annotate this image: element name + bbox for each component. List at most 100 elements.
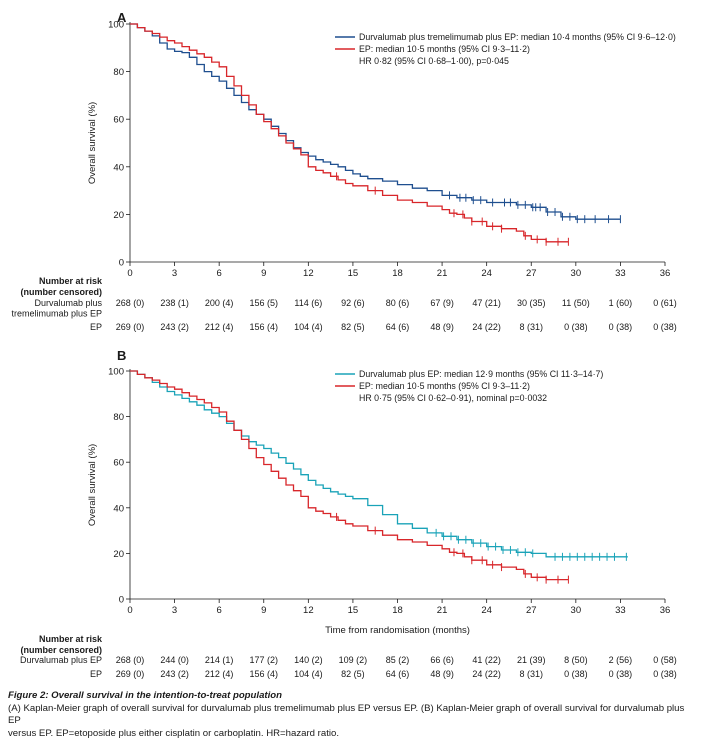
risk-value: 268 (0) xyxy=(116,655,145,665)
risk-value: 48 (9) xyxy=(430,669,454,679)
risk-value: 0 (38) xyxy=(564,669,588,679)
x-tick-label: 24 xyxy=(481,268,492,279)
risk-value: 21 (39) xyxy=(517,655,546,665)
legend-entry: Durvalumab plus tremelimumab plus EP: me… xyxy=(359,32,676,42)
x-tick-label: 30 xyxy=(571,268,582,279)
risk-value: 2 (56) xyxy=(609,655,633,665)
risk-value: 214 (1) xyxy=(205,655,234,665)
x-tick-label: 3 xyxy=(172,605,177,616)
risk-table-header: (number censored) xyxy=(20,287,102,297)
risk-value: 64 (6) xyxy=(386,669,410,679)
risk-value: 244 (0) xyxy=(160,655,189,665)
x-tick-label: 27 xyxy=(526,605,537,616)
risk-value: 269 (0) xyxy=(116,669,145,679)
y-tick-label: 60 xyxy=(113,458,124,469)
risk-value: 0 (38) xyxy=(564,322,588,332)
risk-value: 82 (5) xyxy=(341,322,365,332)
risk-value: 0 (58) xyxy=(653,655,677,665)
risk-row-label: EP xyxy=(90,322,102,332)
x-tick-label: 12 xyxy=(303,268,314,279)
risk-value: 0 (38) xyxy=(609,669,633,679)
risk-value: 8 (31) xyxy=(519,669,543,679)
x-tick-label: 18 xyxy=(392,605,403,616)
x-tick-label: 12 xyxy=(303,605,314,616)
risk-value: 64 (6) xyxy=(386,322,410,332)
risk-row-label: Durvalumab plus xyxy=(34,298,102,308)
risk-value: 1 (60) xyxy=(609,298,633,308)
x-tick-label: 0 xyxy=(127,605,132,616)
risk-value: 104 (4) xyxy=(294,669,323,679)
risk-value: 30 (35) xyxy=(517,298,546,308)
risk-value: 140 (2) xyxy=(294,655,323,665)
risk-value: 243 (2) xyxy=(160,322,189,332)
x-tick-label: 15 xyxy=(348,605,359,616)
x-tick-label: 15 xyxy=(348,268,359,279)
x-tick-label: 33 xyxy=(615,605,626,616)
legend-entry: Durvalumab plus EP: median 12·9 months (… xyxy=(359,369,603,379)
y-axis-label: Overall survival (%) xyxy=(87,102,98,184)
risk-table-header: Number at risk xyxy=(39,276,103,286)
y-tick-label: 100 xyxy=(108,367,124,378)
risk-table-header: Number at risk xyxy=(39,634,103,644)
y-tick-label: 80 xyxy=(113,67,124,78)
x-axis-label: Time from randomisation (months) xyxy=(325,625,470,636)
y-tick-label: 40 xyxy=(113,503,124,514)
x-tick-label: 21 xyxy=(437,605,448,616)
y-tick-label: 40 xyxy=(113,162,124,173)
risk-value: 48 (9) xyxy=(430,322,454,332)
x-tick-label: 33 xyxy=(615,268,626,279)
risk-value: 156 (5) xyxy=(249,298,278,308)
risk-value: 212 (4) xyxy=(205,669,234,679)
risk-value: 80 (6) xyxy=(386,298,410,308)
risk-value: 268 (0) xyxy=(116,298,145,308)
hazard-ratio-note: HR 0·82 (95% CI 0·68–1·00), p=0·045 xyxy=(359,56,509,66)
risk-value: 109 (2) xyxy=(339,655,368,665)
risk-value: 104 (4) xyxy=(294,322,323,332)
risk-value: 156 (4) xyxy=(249,669,278,679)
x-tick-label: 9 xyxy=(261,605,266,616)
risk-value: 243 (2) xyxy=(160,669,189,679)
risk-value: 114 (6) xyxy=(294,298,322,308)
risk-value: 41 (22) xyxy=(472,655,501,665)
risk-value: 67 (9) xyxy=(430,298,454,308)
risk-value: 11 (50) xyxy=(562,298,590,308)
y-tick-label: 0 xyxy=(119,258,124,269)
risk-value: 177 (2) xyxy=(249,655,278,665)
risk-value: 0 (38) xyxy=(609,322,633,332)
risk-value: 156 (4) xyxy=(249,322,278,332)
y-tick-label: 60 xyxy=(113,115,124,126)
x-tick-label: 24 xyxy=(481,605,492,616)
legend-entry: EP: median 10·5 months (95% CI 9·3–11·2) xyxy=(359,44,530,54)
risk-value: 238 (1) xyxy=(160,298,189,308)
risk-value: 92 (6) xyxy=(341,298,365,308)
hazard-ratio-note: HR 0·75 (95% CI 0·62–0·91), nominal p=0·… xyxy=(359,393,547,403)
panel-label: B xyxy=(117,348,126,363)
x-tick-label: 3 xyxy=(172,268,177,279)
risk-row-label: Durvalumab plus EP xyxy=(20,655,102,665)
y-tick-label: 100 xyxy=(108,20,124,31)
risk-value: 47 (21) xyxy=(472,298,501,308)
risk-value: 0 (38) xyxy=(653,669,677,679)
risk-value: 200 (4) xyxy=(205,298,234,308)
caption-line: (A) Kaplan-Meier graph of overall surviv… xyxy=(8,703,694,728)
risk-value: 82 (5) xyxy=(341,669,365,679)
x-tick-label: 36 xyxy=(660,268,671,279)
x-tick-label: 6 xyxy=(217,605,222,616)
x-tick-label: 9 xyxy=(261,268,266,279)
y-axis-label: Overall survival (%) xyxy=(87,444,98,526)
x-tick-label: 30 xyxy=(571,605,582,616)
x-tick-label: 36 xyxy=(660,605,671,616)
x-tick-label: 6 xyxy=(217,268,222,279)
risk-row-label: tremelimumab plus EP xyxy=(11,309,102,319)
x-tick-label: 27 xyxy=(526,268,537,279)
risk-value: 269 (0) xyxy=(116,322,145,332)
y-tick-label: 80 xyxy=(113,412,124,423)
x-tick-label: 21 xyxy=(437,268,448,279)
risk-value: 85 (2) xyxy=(386,655,410,665)
risk-value: 8 (31) xyxy=(519,322,543,332)
y-tick-label: 0 xyxy=(119,595,124,606)
y-tick-label: 20 xyxy=(113,549,124,560)
risk-value: 24 (22) xyxy=(472,669,501,679)
